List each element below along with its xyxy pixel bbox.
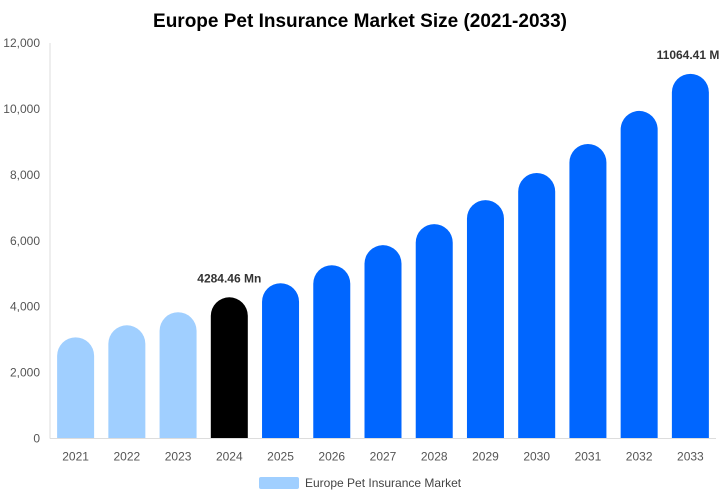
legend[interactable]: Europe Pet Insurance Market — [259, 476, 462, 490]
x-tick-label: 2025 — [267, 450, 294, 464]
x-tick-label: 2026 — [318, 450, 345, 464]
x-tick-label: 2021 — [62, 450, 89, 464]
y-tick-label: 8,000 — [10, 168, 40, 182]
bar-2022[interactable] — [108, 325, 146, 439]
bar-2031[interactable] — [569, 143, 607, 439]
x-tick-label: 2031 — [575, 450, 602, 464]
bar-2033[interactable] — [671, 73, 709, 439]
bars — [57, 73, 709, 439]
bar-2032[interactable] — [620, 110, 658, 439]
bar-2023[interactable] — [159, 312, 197, 439]
y-tick-label: 2,000 — [10, 366, 40, 380]
x-tick-label: 2030 — [523, 450, 550, 464]
x-tick-label: 2027 — [370, 450, 397, 464]
data-label-2033: 11064.41 M — [657, 48, 720, 62]
y-tick-label: 6,000 — [10, 234, 40, 248]
x-tick-label: 2024 — [216, 450, 243, 464]
x-tick-label: 2023 — [165, 450, 192, 464]
y-axis: 0 2,000 4,000 6,000 8,000 10,000 12,000 — [3, 36, 51, 446]
bar-2028[interactable] — [415, 224, 453, 439]
x-tick-label: 2022 — [113, 450, 140, 464]
bar-2021[interactable] — [57, 337, 95, 439]
x-tick-label: 2028 — [421, 450, 448, 464]
chart-title: Europe Pet Insurance Market Size (2021-2… — [153, 11, 567, 32]
legend-swatch — [259, 477, 299, 489]
y-tick-label: 4,000 — [10, 300, 40, 314]
bar-2024[interactable] — [210, 297, 248, 439]
x-tick-label: 2032 — [626, 450, 653, 464]
bar-2027[interactable] — [364, 245, 402, 439]
y-tick-label: 10,000 — [3, 102, 40, 116]
data-labels: 4284.46 Mn 11064.41 M — [197, 48, 719, 285]
y-tick-label: 0 — [33, 432, 40, 446]
bar-2026[interactable] — [313, 265, 351, 439]
legend-label: Europe Pet Insurance Market — [305, 476, 462, 490]
x-axis: 2021 2022 2023 2024 2025 2026 2027 2028 2029 2030… — [50, 438, 716, 464]
bar-2030[interactable] — [518, 173, 556, 439]
data-label-2024: 4284.46 Mn — [197, 271, 261, 285]
y-tick-label: 12,000 — [3, 36, 40, 50]
bar-2025[interactable] — [262, 283, 300, 439]
x-tick-label: 2033 — [677, 450, 704, 464]
x-tick-label: 2029 — [472, 450, 499, 464]
bar-2029[interactable] — [466, 200, 504, 439]
